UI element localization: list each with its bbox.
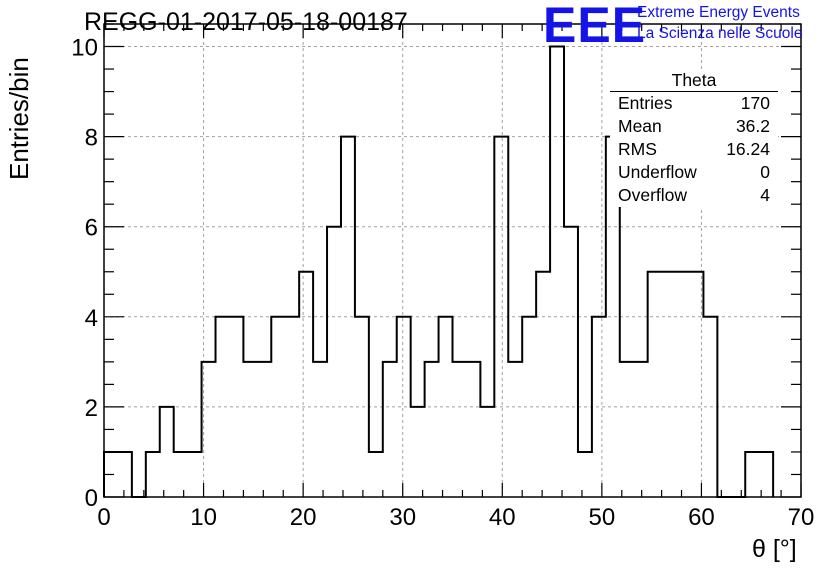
logo-text-line2: La Scienza nelle Scuole	[637, 25, 803, 42]
histogram-step-line	[103, 45, 775, 498]
histogram-bin	[146, 452, 160, 497]
y-tick-label: 8	[85, 125, 98, 152]
histogram-bin	[480, 407, 494, 497]
y-tick-label: 10	[71, 35, 98, 62]
histogram-bin	[634, 362, 648, 497]
histogram-bin	[202, 362, 216, 497]
histogram-bin	[383, 362, 397, 497]
histogram-bin	[578, 452, 592, 497]
histogram-bin	[243, 362, 257, 497]
histogram-bin	[118, 452, 132, 497]
y-tick-label: 2	[85, 395, 98, 422]
histogram-bin	[536, 272, 550, 497]
x-tick-label: 0	[97, 504, 110, 531]
stats-box: Theta Entries 170 Mean 36.2 RMS 16.24 Un…	[610, 70, 778, 207]
stats-row-underflow: Underflow 0	[610, 161, 778, 184]
stats-label: Entries	[618, 93, 673, 113]
stats-value: 16.24	[726, 139, 770, 159]
logo-text-line1: Extreme Energy Events	[637, 4, 800, 21]
histogram-bin	[648, 272, 662, 497]
x-axis-label: θ [°]	[752, 535, 797, 563]
histogram-bin	[313, 362, 327, 497]
histogram-bin	[425, 362, 439, 497]
stats-row-entries: Entries 170	[610, 92, 778, 115]
y-tick-label: 6	[85, 215, 98, 242]
stats-label: Mean	[618, 116, 662, 136]
stats-row-rms: RMS 16.24	[610, 138, 778, 161]
histogram-bin	[397, 317, 411, 497]
x-tick-label: 20	[290, 504, 317, 531]
x-tick-label: 50	[589, 504, 616, 531]
stats-value: 0	[760, 162, 770, 182]
histogram-bin	[188, 452, 202, 497]
histogram-bin	[550, 47, 564, 497]
x-tick-label: 10	[190, 504, 217, 531]
stats-row-mean: Mean 36.2	[610, 115, 778, 138]
histogram-bin	[257, 362, 271, 497]
histogram-bin	[662, 272, 676, 497]
y-tick-label: 0	[85, 485, 98, 512]
histogram-bin	[299, 272, 313, 497]
stats-label: Underflow	[618, 162, 697, 182]
histogram-bin	[285, 317, 299, 497]
histogram-bin	[411, 407, 425, 497]
histogram-bin	[522, 317, 536, 497]
histogram-bin	[508, 362, 522, 497]
histogram-bin	[369, 452, 383, 497]
stats-value: 36.2	[735, 116, 770, 136]
histogram-bin	[341, 137, 355, 497]
stats-value: 170	[740, 93, 770, 113]
histogram-bin	[160, 407, 174, 497]
stats-row-overflow: Overflow 4	[610, 184, 778, 207]
histogram-bin	[174, 452, 188, 497]
histogram-bin	[745, 452, 759, 497]
histogram-bin	[355, 317, 369, 497]
run-title: REGG-01-2017-05-18-00187	[84, 8, 408, 36]
histogram-bin	[703, 317, 717, 497]
histogram-bin	[229, 317, 243, 497]
x-tick-label: 30	[389, 504, 416, 531]
stats-label: Overflow	[618, 185, 688, 205]
stats-label: RMS	[618, 139, 657, 159]
histogram-bin	[564, 227, 578, 497]
y-axis-label: Entries/bin	[4, 57, 34, 180]
x-tick-label: 70	[788, 504, 815, 531]
eee-logo: EEE	[543, 0, 647, 53]
histogram-bin	[453, 362, 467, 497]
histogram-bin	[494, 137, 508, 497]
histogram-bin	[620, 362, 634, 497]
x-tick-label: 40	[489, 504, 516, 531]
histogram-bin	[216, 317, 230, 497]
x-tick-label: 60	[688, 504, 715, 531]
histogram-bin	[592, 317, 606, 497]
stats-value: 4	[760, 185, 770, 205]
plot-frame	[103, 23, 802, 498]
y-tick-label: 4	[85, 305, 98, 332]
histogram-bin	[466, 362, 480, 497]
histogram-bin	[689, 272, 703, 497]
histogram-bin	[271, 317, 285, 497]
histogram-bin	[327, 227, 341, 497]
histogram-bin	[439, 317, 453, 497]
stats-title: Theta	[610, 70, 778, 92]
histogram-bin	[676, 272, 690, 497]
